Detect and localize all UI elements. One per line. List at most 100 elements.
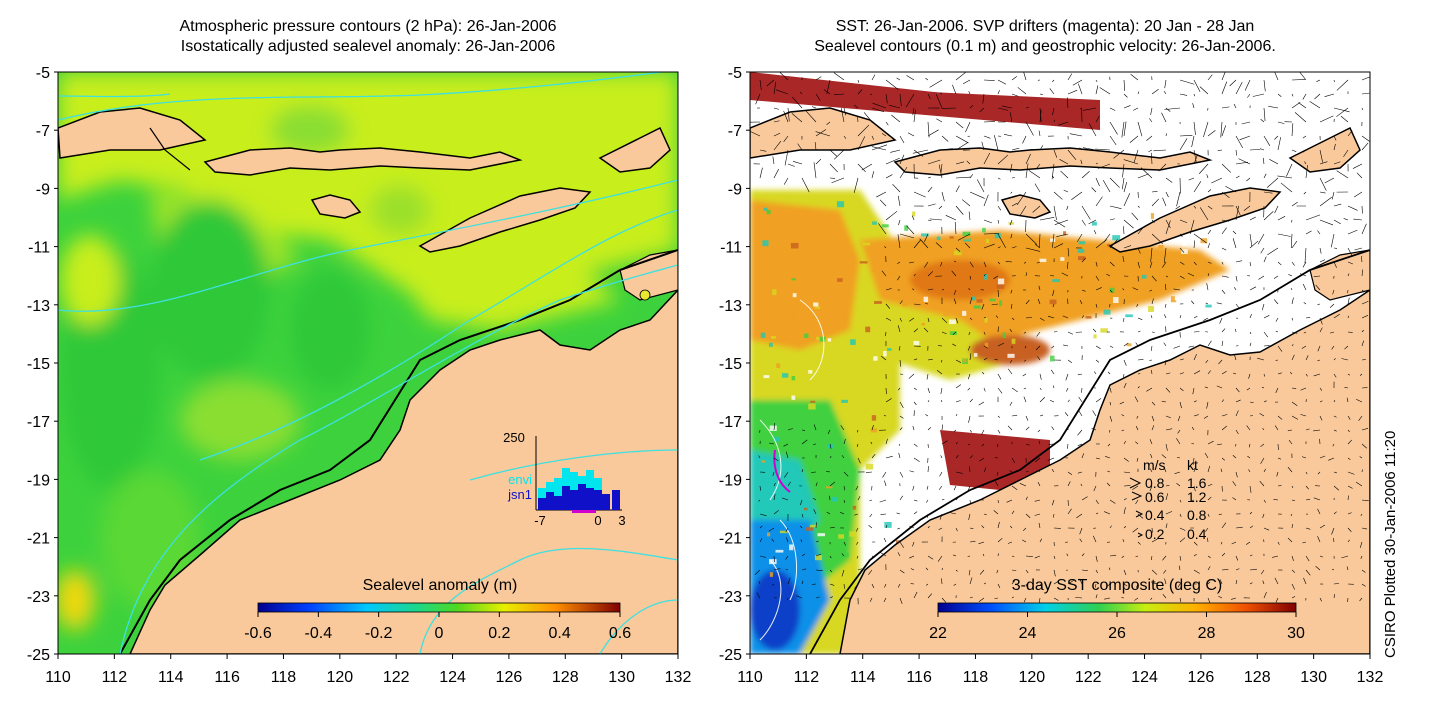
velocity-vector	[1193, 121, 1196, 136]
velocity-vector	[941, 424, 943, 431]
left-cb-tick-1: -0.4	[305, 625, 333, 642]
right-cb-tick-3: 28	[1198, 625, 1216, 642]
velocity-vector	[1336, 107, 1349, 117]
left-map	[58, 72, 678, 654]
velocity-vector	[1067, 399, 1070, 403]
velocity-vector	[1204, 452, 1209, 459]
velocity-vector	[1179, 555, 1182, 561]
velocity-vector	[1280, 182, 1293, 193]
velocity-vector	[769, 442, 775, 445]
velocity-vector	[1347, 247, 1353, 256]
velocity-vector	[783, 443, 789, 447]
inset-legend-jsn1: jsn1	[507, 487, 532, 502]
velocity-vector	[969, 527, 974, 530]
left-cb-tick-5: 0.4	[549, 625, 571, 642]
velocity-vector	[1319, 219, 1334, 226]
velocity-vector	[885, 331, 887, 337]
velocity-vector	[1249, 401, 1254, 403]
left-lon-tick-3: 116	[214, 669, 240, 686]
left-lon-tick-1: 112	[102, 669, 128, 686]
velocity-legend-ms-1: 0.6	[1145, 489, 1165, 505]
velocity-vector	[1164, 314, 1167, 319]
velocity-vector	[1249, 415, 1254, 417]
velocity-vector	[912, 425, 915, 431]
velocity-vector	[997, 553, 999, 557]
velocity-vector	[1071, 191, 1083, 201]
velocity-vector	[1204, 386, 1209, 389]
velocity-vector	[857, 136, 866, 151]
velocity-vector	[1355, 481, 1363, 487]
velocity-vector	[1011, 596, 1014, 599]
velocity-vector	[1107, 470, 1111, 473]
velocity-vector	[815, 569, 823, 572]
sst-speckle	[850, 339, 856, 345]
velocity-vector	[1266, 177, 1279, 188]
velocity-vector	[1053, 191, 1063, 200]
velocity-vector	[968, 91, 971, 95]
velocity-vector	[1304, 161, 1307, 165]
velocity-vector	[913, 303, 921, 306]
velocity-vector	[773, 510, 779, 515]
left-lat-tick-1: -7	[36, 123, 50, 140]
velocity-vector	[898, 219, 901, 226]
velocity-vector	[1039, 387, 1042, 391]
left-title: Atmospheric pressure contours (2 hPa): 2…	[58, 17, 678, 57]
velocity-vector	[1300, 414, 1307, 417]
sst-speckle	[831, 496, 838, 502]
velocity-vector	[1016, 191, 1027, 206]
velocity-vector	[996, 471, 999, 476]
velocity-vector	[1229, 79, 1237, 87]
velocity-vector	[797, 143, 803, 151]
velocity-vector	[936, 118, 943, 123]
velocity-vector	[1051, 469, 1055, 473]
velocity-vector	[1109, 177, 1120, 188]
velocity-vector	[1301, 456, 1307, 459]
velocity-vector	[1053, 513, 1055, 518]
velocity-vector	[857, 457, 861, 464]
velocity-vector	[1023, 72, 1027, 81]
right-lon-tick-3: 116	[906, 669, 932, 686]
velocity-legend-kt-2: 0.8	[1187, 507, 1207, 523]
velocity-vector	[983, 79, 995, 81]
right-lon-tick-5: 120	[1018, 669, 1045, 686]
velocity-vector	[1023, 387, 1027, 390]
velocity-vector	[1121, 429, 1125, 432]
velocity-vector	[1024, 345, 1027, 349]
velocity-vector	[1053, 597, 1059, 601]
velocity-vector	[1025, 555, 1033, 557]
velocity-vector	[983, 513, 987, 516]
velocity-vector	[884, 480, 887, 487]
sst-speckle	[1052, 279, 1061, 283]
sst-speckle	[763, 207, 768, 211]
sst-speckle	[984, 274, 988, 280]
left-title-line2: Isostatically adjusted sealevel anomaly:…	[180, 38, 556, 55]
velocity-vector	[1123, 583, 1128, 587]
velocity-vector	[983, 467, 987, 473]
velocity-vector	[1329, 303, 1335, 308]
left-lat-tick-3: -11	[28, 240, 50, 257]
velocity-vector	[1263, 79, 1266, 92]
velocity-vector	[855, 485, 859, 491]
velocity-vector	[1164, 79, 1167, 89]
velocity-vector	[1263, 592, 1267, 599]
right-lon-tick-4: 118	[963, 669, 989, 686]
velocity-vector	[1347, 297, 1350, 305]
velocity-vector	[885, 93, 888, 104]
velocity-vector	[955, 384, 961, 389]
velocity-vector	[773, 107, 779, 110]
right-lon-axis: 110 112 114 116 118 120 122 124 126 128 130 132	[737, 654, 1383, 686]
velocity-vector	[1249, 331, 1252, 335]
velocity-vector	[815, 76, 822, 81]
velocity-vector	[1123, 182, 1128, 193]
velocity-vector	[1347, 527, 1352, 532]
velocity-vector	[773, 482, 776, 487]
velocity-vector	[801, 177, 810, 193]
left-inset-histogram: 250 envi jsn1 -7 0 3	[503, 430, 625, 528]
velocity-vector	[1288, 274, 1293, 277]
sst-speckle	[871, 269, 876, 273]
velocity-vector	[854, 104, 859, 109]
velocity-vector	[1034, 457, 1041, 463]
velocity-vector	[815, 540, 819, 543]
velocity-vector	[854, 583, 859, 589]
velocity-vector	[1249, 261, 1251, 267]
